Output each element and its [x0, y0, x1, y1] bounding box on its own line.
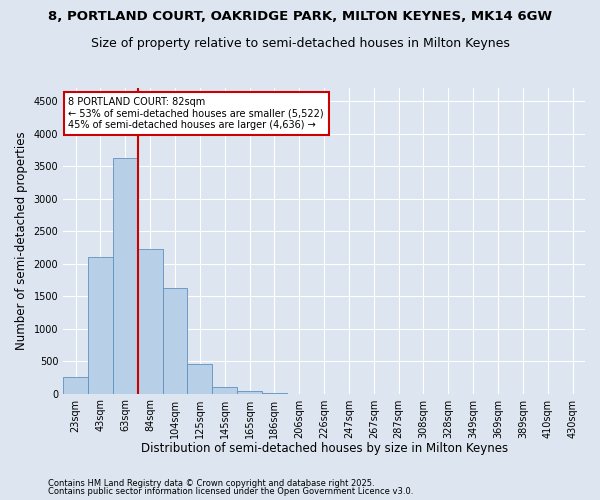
X-axis label: Distribution of semi-detached houses by size in Milton Keynes: Distribution of semi-detached houses by …: [140, 442, 508, 455]
Bar: [138, 250, 163, 394]
Bar: [88, 257, 113, 394]
Y-axis label: Number of semi-detached properties: Number of semi-detached properties: [15, 132, 28, 350]
Text: Size of property relative to semi-detached houses in Milton Keynes: Size of property relative to semi-detach…: [91, 38, 509, 51]
Bar: [212, 387, 237, 394]
Bar: [262, 392, 287, 394]
Text: 8 PORTLAND COURT: 82sqm
← 53% of semi-detached houses are smaller (5,522)
45% of: 8 PORTLAND COURT: 82sqm ← 53% of semi-de…: [68, 97, 324, 130]
Bar: [237, 391, 262, 394]
Bar: [163, 288, 187, 394]
Bar: [63, 378, 88, 394]
Text: Contains HM Land Registry data © Crown copyright and database right 2025.: Contains HM Land Registry data © Crown c…: [48, 478, 374, 488]
Bar: [113, 158, 138, 394]
Text: 8, PORTLAND COURT, OAKRIDGE PARK, MILTON KEYNES, MK14 6GW: 8, PORTLAND COURT, OAKRIDGE PARK, MILTON…: [48, 10, 552, 23]
Bar: [187, 364, 212, 394]
Text: Contains public sector information licensed under the Open Government Licence v3: Contains public sector information licen…: [48, 488, 413, 496]
